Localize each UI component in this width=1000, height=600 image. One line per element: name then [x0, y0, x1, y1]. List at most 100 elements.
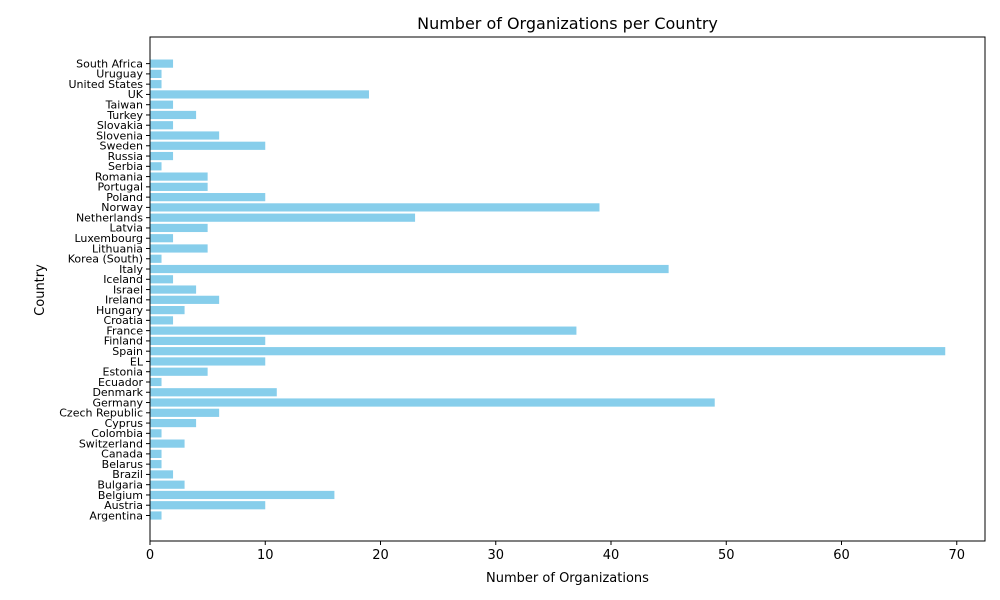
bar-el [150, 357, 266, 366]
bar-canada [150, 449, 162, 458]
bar-ireland [150, 295, 220, 304]
x-tick-label: 70 [948, 548, 965, 563]
bar-south-africa [150, 59, 174, 68]
y-tick-label: Spain [112, 345, 143, 358]
y-tick-label: Russia [108, 150, 143, 163]
bar-belarus [150, 460, 162, 469]
bar-russia [150, 151, 174, 161]
y-tick-label: Portugal [97, 181, 143, 194]
bar-slovakia [150, 121, 174, 130]
y-tick-label: Israel [113, 283, 143, 296]
y-tick-label: Serbia [108, 160, 143, 173]
y-tick-label: Hungary [96, 304, 143, 317]
y-tick-label: Austria [104, 499, 143, 512]
y-tick-label: Brazil [112, 468, 143, 481]
bar-lithuania [150, 244, 208, 253]
bar-romania [150, 172, 208, 181]
bar-iceland [150, 275, 174, 284]
y-tick-label: Canada [101, 448, 143, 461]
bar-czech-republic [150, 408, 220, 417]
y-tick-label: Finland [104, 335, 143, 348]
y-tick-label: South Africa [76, 57, 143, 70]
x-axis-label: Number of Organizations [486, 571, 649, 586]
bar-estonia [150, 367, 208, 376]
y-tick-label: Poland [106, 191, 143, 204]
y-tick-label: Iceland [103, 273, 143, 286]
x-tick-label: 30 [487, 548, 504, 563]
bar-luxembourg [150, 234, 174, 243]
y-tick-label: Croatia [103, 314, 143, 327]
bar-hungary [150, 306, 185, 315]
y-tick-label: Norway [101, 201, 143, 214]
y-tick-label: Estonia [103, 366, 144, 379]
y-tick-label: Taiwan [105, 99, 143, 112]
y-tick-label: Cyprus [105, 417, 144, 430]
y-tick-label: United States [69, 78, 144, 91]
y-tick-label: Romania [95, 170, 143, 183]
y-tick-label: Luxembourg [74, 232, 143, 245]
bar-denmark [150, 388, 277, 397]
bar-colombia [150, 429, 162, 438]
y-tick-label: Korea (South) [68, 253, 143, 266]
y-tick-label: Belarus [102, 458, 144, 471]
bar-turkey [150, 110, 197, 120]
bar-portugal [150, 182, 208, 191]
y-tick-label: Slovenia [96, 129, 143, 142]
plot-frame [149, 36, 986, 542]
bar-france [150, 326, 577, 335]
bar-germany [150, 398, 715, 407]
bar-austria [150, 501, 266, 510]
y-tick-label: Netherlands [76, 211, 143, 224]
bar-korea-south- [150, 254, 162, 263]
y-tick-label: Slovakia [97, 119, 143, 132]
bar-uk [150, 90, 369, 99]
y-ticks: ArgentinaAustriaBelgiumBulgariaBrazilBel… [59, 57, 150, 522]
bar-united-states [150, 80, 162, 89]
y-tick-label: UK [128, 88, 144, 101]
y-tick-label: Lithuania [92, 242, 143, 255]
bar-argentina [150, 511, 162, 520]
bar-uruguay [150, 69, 162, 78]
y-tick-label: Switzerland [79, 437, 143, 450]
bar-belgium [150, 490, 335, 500]
bar-serbia [150, 162, 162, 171]
y-tick-label: France [106, 324, 143, 337]
bar-slovenia [150, 131, 220, 140]
y-tick-label: Argentina [89, 509, 143, 522]
bar-norway [150, 203, 600, 212]
y-tick-label: Denmark [92, 386, 143, 399]
bar-netherlands [150, 213, 416, 222]
y-tick-label: EL [130, 355, 144, 368]
y-axis-label: Country [33, 264, 48, 316]
bar-ecuador [150, 377, 162, 387]
y-tick-label: Latvia [110, 222, 144, 235]
bars-layer [150, 59, 946, 520]
x-tick-label: 50 [718, 548, 735, 563]
bar-bulgaria [150, 480, 185, 489]
bar-poland [150, 193, 266, 202]
bar-croatia [150, 316, 174, 325]
y-tick-label: Belgium [98, 489, 143, 502]
y-tick-label: Uruguay [96, 68, 143, 81]
bar-switzerland [150, 439, 185, 448]
bar-cyprus [150, 418, 197, 428]
y-tick-label: Germany [92, 396, 143, 409]
y-tick-label: Ecuador [98, 376, 143, 389]
chart-title: Number of Organizations per Country [417, 14, 718, 33]
x-tick-label: 20 [372, 548, 389, 563]
bar-israel [150, 285, 197, 294]
y-tick-label: Colombia [91, 427, 143, 440]
y-tick-label: Ireland [105, 294, 143, 307]
x-tick-label: 40 [603, 548, 620, 563]
y-tick-label: Italy [119, 263, 143, 276]
bar-italy [150, 264, 669, 274]
bar-sweden [150, 141, 266, 150]
bar-spain [150, 347, 946, 356]
x-tick-label: 60 [833, 548, 850, 563]
y-tick-label: Bulgaria [97, 478, 143, 491]
x-ticks: 0 10 20 30 40 50 60 70 [146, 541, 965, 563]
x-tick-label: 0 [146, 548, 154, 563]
bar-finland [150, 336, 266, 346]
